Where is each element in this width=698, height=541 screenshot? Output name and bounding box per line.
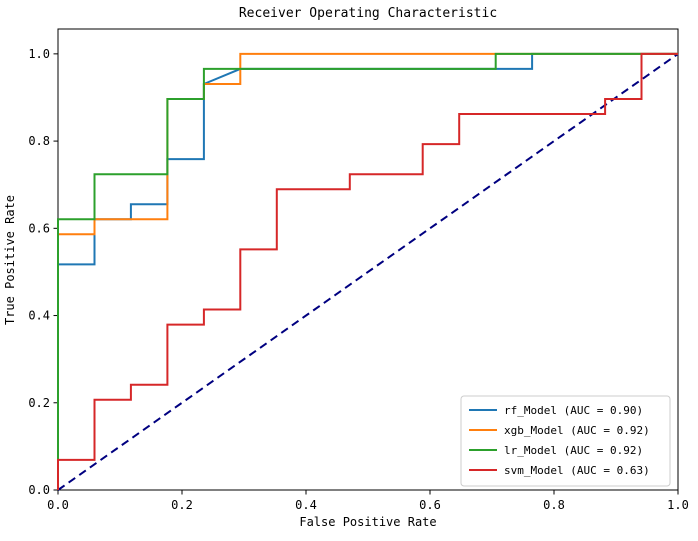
x-axis-label: False Positive Rate <box>299 515 436 529</box>
legend-box <box>460 395 671 487</box>
legend-label: lr_Model (AUC = 0.92) <box>504 444 643 457</box>
curve-lr_Model <box>57 52 678 490</box>
legend-item: xgb_Model (AUC = 0.92) <box>469 424 650 437</box>
x-tick-label: 0.0 <box>47 498 69 512</box>
y-tick-label: 0.4 <box>28 309 50 323</box>
y-tick-label: 0.8 <box>28 134 50 148</box>
x-tick-label: 0.4 <box>295 498 317 512</box>
x-tick-label: 0.8 <box>543 498 565 512</box>
curve-svm_Model <box>57 52 678 490</box>
y-axis-label: True Positive Rate <box>3 195 17 325</box>
curve-chance-diagonal <box>57 53 679 491</box>
legend-item: rf_Model (AUC = 0.90) <box>469 404 643 417</box>
x-tick-label: 0.6 <box>419 498 441 512</box>
legend-label: svm_Model (AUC = 0.63) <box>504 464 650 477</box>
legend: rf_Model (AUC = 0.90) xgb_Model (AUC = 0.… <box>460 395 671 487</box>
x-tick-label: 0.2 <box>171 498 193 512</box>
chart-title: Receiver Operating Characteristic <box>239 6 497 21</box>
y-tick-label: 0.2 <box>28 396 50 410</box>
legend-item: lr_Model (AUC = 0.92) <box>469 444 643 457</box>
y-tick-label: 1.0 <box>28 47 50 61</box>
legend-label: xgb_Model (AUC = 0.92) <box>504 424 650 437</box>
legend-label: rf_Model (AUC = 0.90) <box>504 404 643 417</box>
legend-item: svm_Model (AUC = 0.63) <box>469 464 650 477</box>
curves <box>57 52 679 491</box>
x-tick-label: 1.0 <box>667 498 689 512</box>
y-tick-label: 0.0 <box>28 483 50 497</box>
y-tick-label: 0.6 <box>28 221 50 235</box>
